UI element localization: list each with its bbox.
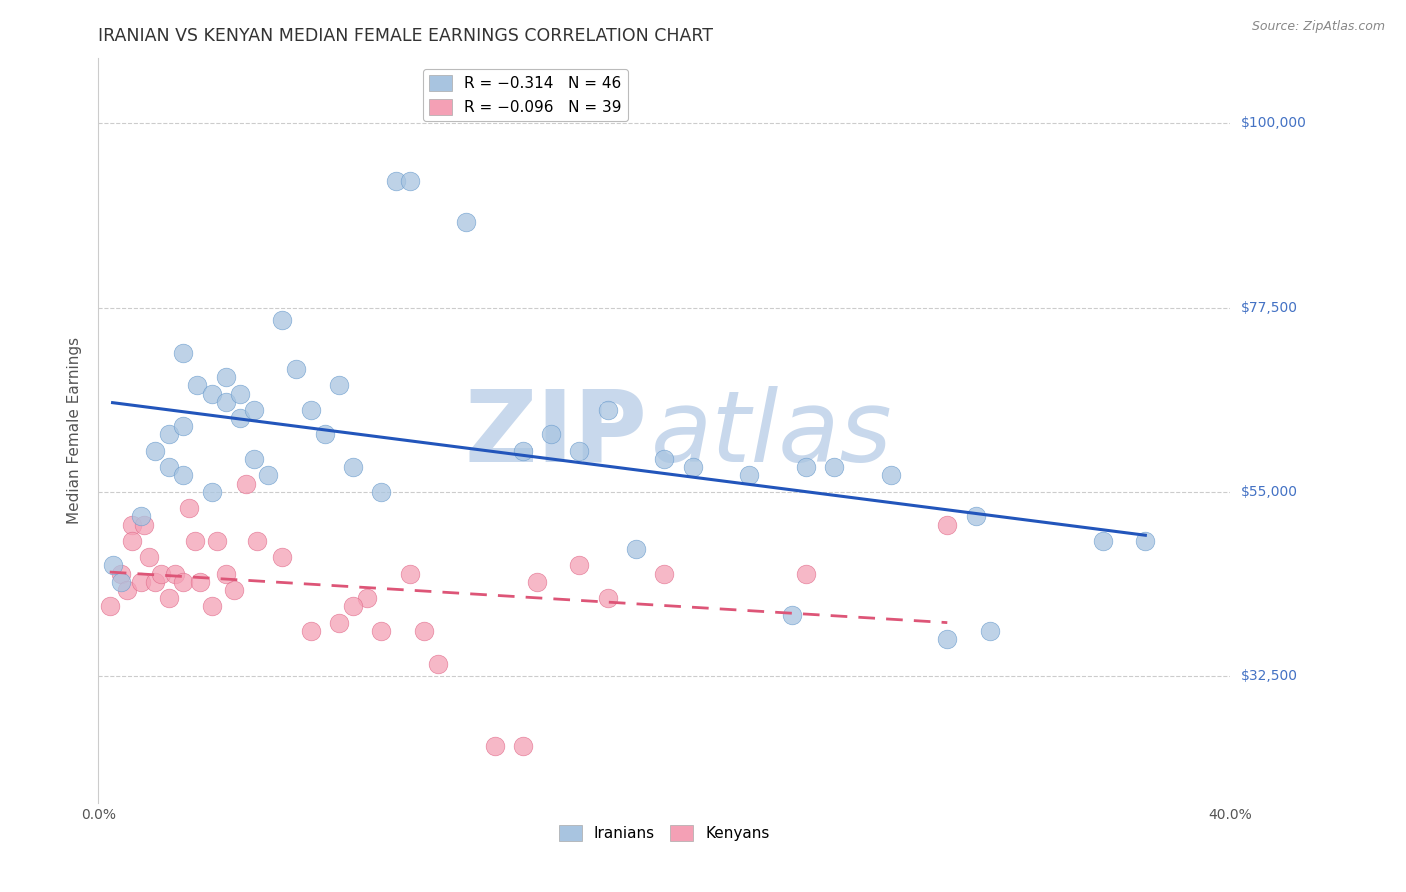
- Point: [512, 739, 534, 753]
- Point: [880, 468, 903, 483]
- Point: [243, 403, 266, 417]
- Point: [129, 509, 152, 524]
- Point: [271, 550, 294, 565]
- Point: [1135, 533, 1157, 548]
- Point: [568, 558, 591, 573]
- Point: [540, 427, 562, 442]
- Point: [207, 533, 229, 548]
- Point: [229, 386, 252, 401]
- Y-axis label: Median Female Earnings: Median Female Earnings: [67, 337, 83, 524]
- Point: [163, 566, 186, 581]
- Point: [427, 657, 450, 671]
- Point: [157, 427, 180, 442]
- Point: [110, 574, 132, 589]
- Point: [596, 403, 619, 417]
- Text: $77,500: $77,500: [1241, 301, 1298, 315]
- Point: [172, 574, 194, 589]
- Point: [794, 566, 817, 581]
- Text: $55,000: $55,000: [1241, 484, 1298, 499]
- Point: [201, 484, 224, 499]
- Point: [398, 566, 420, 581]
- Point: [271, 313, 294, 327]
- Point: [177, 501, 200, 516]
- Point: [398, 174, 420, 188]
- Point: [456, 215, 478, 229]
- Point: [172, 419, 194, 434]
- Point: [823, 460, 845, 475]
- Point: [149, 566, 172, 581]
- Point: [356, 591, 378, 606]
- Point: [652, 452, 676, 467]
- Point: [121, 517, 143, 532]
- Point: [188, 574, 211, 589]
- Point: [243, 452, 266, 467]
- Point: [172, 468, 194, 483]
- Point: [121, 533, 143, 548]
- Point: [484, 739, 506, 753]
- Point: [965, 509, 987, 524]
- Point: [342, 599, 364, 614]
- Point: [215, 370, 238, 384]
- Point: [201, 386, 224, 401]
- Point: [652, 566, 676, 581]
- Point: [172, 345, 194, 359]
- Point: [143, 443, 166, 458]
- Point: [299, 403, 322, 417]
- Point: [314, 427, 336, 442]
- Point: [101, 558, 124, 573]
- Point: [215, 394, 238, 409]
- Point: [328, 615, 350, 630]
- Point: [132, 517, 155, 532]
- Point: [224, 582, 246, 597]
- Point: [568, 443, 591, 458]
- Point: [342, 460, 364, 475]
- Point: [384, 174, 406, 188]
- Text: $100,000: $100,000: [1241, 117, 1308, 130]
- Point: [780, 607, 803, 622]
- Point: [201, 599, 224, 614]
- Point: [235, 476, 257, 491]
- Point: [98, 599, 121, 614]
- Point: [229, 411, 252, 425]
- Point: [412, 624, 434, 638]
- Point: [979, 624, 1001, 638]
- Point: [512, 443, 534, 458]
- Point: [186, 378, 208, 392]
- Point: [1091, 533, 1114, 548]
- Point: [299, 624, 322, 638]
- Point: [370, 484, 392, 499]
- Point: [370, 624, 392, 638]
- Point: [526, 574, 548, 589]
- Point: [738, 468, 761, 483]
- Text: atlas: atlas: [651, 385, 893, 483]
- Point: [143, 574, 166, 589]
- Legend: Iranians, Kenyans: Iranians, Kenyans: [553, 819, 776, 847]
- Point: [596, 591, 619, 606]
- Point: [682, 460, 704, 475]
- Point: [794, 460, 817, 475]
- Point: [115, 582, 138, 597]
- Text: ZIP: ZIP: [464, 385, 647, 483]
- Point: [157, 460, 180, 475]
- Point: [624, 542, 647, 557]
- Point: [215, 566, 238, 581]
- Point: [138, 550, 160, 565]
- Point: [157, 591, 180, 606]
- Point: [183, 533, 205, 548]
- Text: $32,500: $32,500: [1241, 669, 1298, 683]
- Point: [936, 632, 959, 646]
- Text: Source: ZipAtlas.com: Source: ZipAtlas.com: [1251, 20, 1385, 33]
- Point: [246, 533, 269, 548]
- Point: [328, 378, 350, 392]
- Point: [129, 574, 152, 589]
- Text: IRANIAN VS KENYAN MEDIAN FEMALE EARNINGS CORRELATION CHART: IRANIAN VS KENYAN MEDIAN FEMALE EARNINGS…: [98, 28, 713, 45]
- Point: [110, 566, 132, 581]
- Point: [936, 517, 959, 532]
- Point: [257, 468, 280, 483]
- Point: [285, 362, 308, 376]
